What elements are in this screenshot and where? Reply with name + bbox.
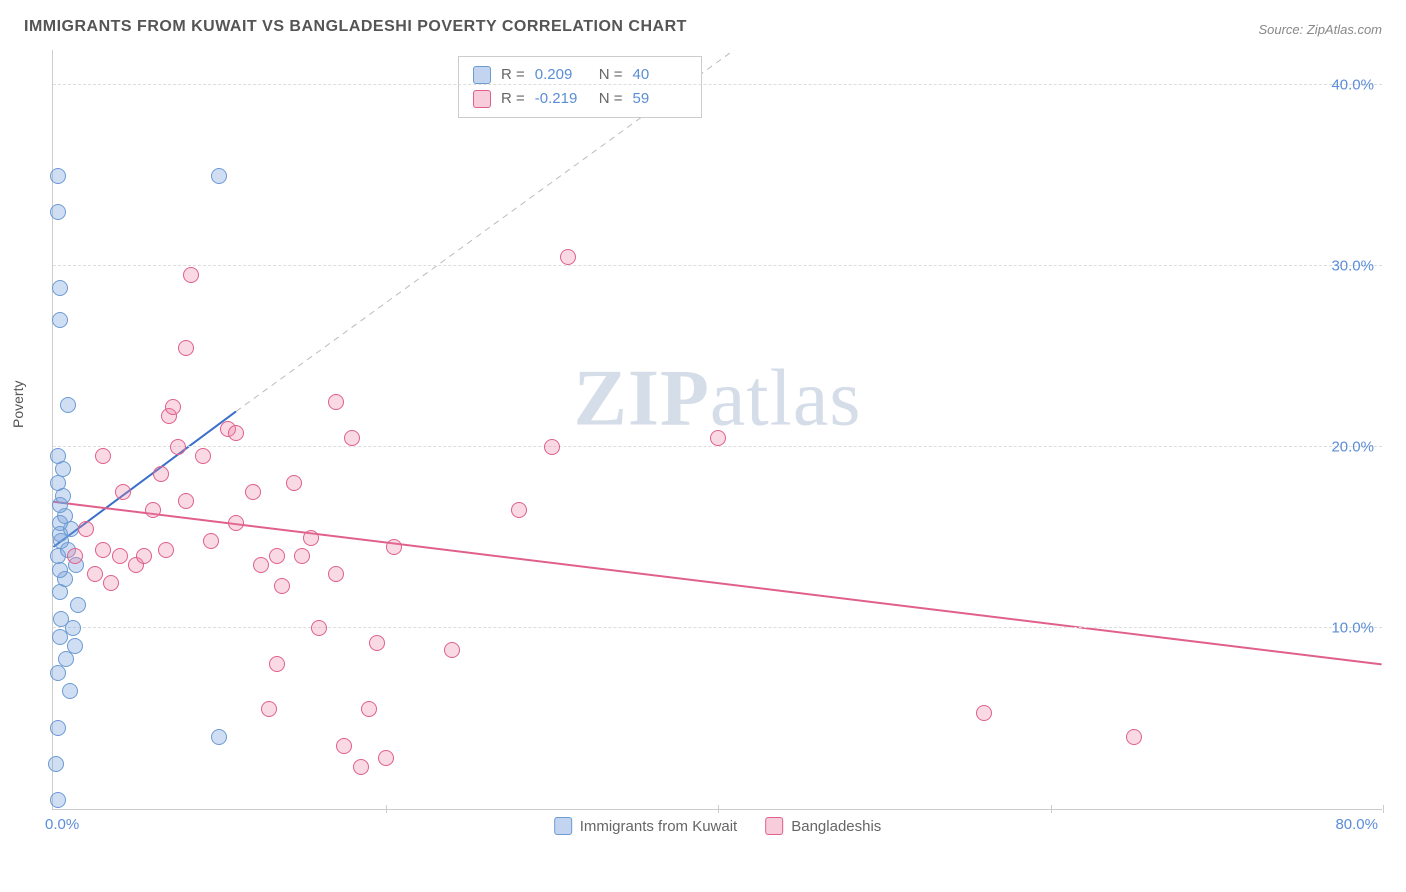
- trend-line: [53, 502, 1381, 665]
- scatter-point-bangladeshi: [303, 530, 319, 546]
- scatter-point-bangladeshi: [311, 620, 327, 636]
- scatter-point-bangladeshi: [511, 502, 527, 518]
- scatter-point-bangladeshi: [253, 557, 269, 573]
- scatter-point-kuwait: [52, 280, 68, 296]
- scatter-point-bangladeshi: [170, 439, 186, 455]
- legend-swatch: [473, 90, 491, 108]
- scatter-point-bangladeshi: [95, 448, 111, 464]
- scatter-point-bangladeshi: [78, 521, 94, 537]
- scatter-point-bangladeshi: [103, 575, 119, 591]
- scatter-point-kuwait: [67, 638, 83, 654]
- scatter-point-bangladeshi: [115, 484, 131, 500]
- scatter-point-kuwait: [211, 729, 227, 745]
- scatter-point-bangladeshi: [274, 578, 290, 594]
- scatter-point-bangladeshi: [369, 635, 385, 651]
- legend-swatch: [554, 817, 572, 835]
- source-credit: Source: ZipAtlas.com: [1258, 22, 1382, 37]
- x-tick-label: 0.0%: [45, 816, 79, 833]
- scatter-point-bangladeshi: [195, 448, 211, 464]
- scatter-point-bangladeshi: [328, 394, 344, 410]
- scatter-point-kuwait: [53, 611, 69, 627]
- scatter-point-kuwait: [60, 397, 76, 413]
- gridline: [53, 84, 1382, 85]
- scatter-point-bangladeshi: [178, 340, 194, 356]
- correlation-legend-row: R = -0.219 N = 59: [473, 87, 687, 111]
- scatter-point-bangladeshi: [386, 539, 402, 555]
- y-tick-label: 10.0%: [1331, 620, 1374, 637]
- scatter-point-bangladeshi: [178, 493, 194, 509]
- scatter-point-bangladeshi: [145, 502, 161, 518]
- scatter-point-kuwait: [50, 168, 66, 184]
- scatter-point-bangladeshi: [136, 548, 152, 564]
- y-tick-label: 40.0%: [1331, 77, 1374, 94]
- correlation-legend: R =0.209N =40R =-0.219N =59: [458, 56, 702, 118]
- scatter-point-bangladeshi: [95, 542, 111, 558]
- scatter-point-kuwait: [52, 562, 68, 578]
- scatter-point-kuwait: [52, 312, 68, 328]
- scatter-point-bangladeshi: [560, 249, 576, 265]
- scatter-point-kuwait: [211, 168, 227, 184]
- legend-label: Immigrants from Kuwait: [580, 818, 738, 835]
- scatter-point-bangladeshi: [444, 642, 460, 658]
- scatter-point-bangladeshi: [228, 515, 244, 531]
- scatter-point-bangladeshi: [328, 566, 344, 582]
- scatter-point-bangladeshi: [710, 430, 726, 446]
- legend-swatch: [473, 66, 491, 84]
- scatter-point-bangladeshi: [286, 475, 302, 491]
- series-legend: Immigrants from Kuwait Bangladeshis: [554, 817, 882, 835]
- scatter-point-bangladeshi: [203, 533, 219, 549]
- scatter-point-bangladeshi: [336, 738, 352, 754]
- scatter-point-kuwait: [48, 756, 64, 772]
- scatter-point-bangladeshi: [112, 548, 128, 564]
- scatter-point-kuwait: [50, 475, 66, 491]
- y-tick-label: 20.0%: [1331, 439, 1374, 456]
- stat-label: R =: [501, 87, 525, 111]
- scatter-point-bangladeshi: [344, 430, 360, 446]
- scatter-point-bangladeshi: [245, 484, 261, 500]
- legend-label: Bangladeshis: [791, 818, 881, 835]
- legend-swatch: [765, 817, 783, 835]
- x-tick: [1051, 805, 1052, 813]
- stat-label: N =: [599, 87, 623, 111]
- x-tick: [718, 805, 719, 813]
- scatter-point-bangladeshi: [361, 701, 377, 717]
- legend-item: Immigrants from Kuwait: [554, 817, 738, 835]
- chart-title: IMMIGRANTS FROM KUWAIT VS BANGLADESHI PO…: [24, 18, 687, 36]
- scatter-point-bangladeshi: [67, 548, 83, 564]
- gridline: [53, 627, 1382, 628]
- scatter-point-bangladeshi: [269, 548, 285, 564]
- legend-item: Bangladeshis: [765, 817, 881, 835]
- scatter-point-bangladeshi: [261, 701, 277, 717]
- scatter-point-kuwait: [50, 204, 66, 220]
- scatter-point-kuwait: [50, 720, 66, 736]
- scatter-point-kuwait: [50, 665, 66, 681]
- x-tick: [1383, 805, 1384, 813]
- scatter-point-bangladeshi: [544, 439, 560, 455]
- scatter-point-bangladeshi: [228, 425, 244, 441]
- scatter-point-bangladeshi: [165, 399, 181, 415]
- gridline: [53, 446, 1382, 447]
- y-tick-label: 30.0%: [1331, 258, 1374, 275]
- scatter-point-bangladeshi: [158, 542, 174, 558]
- scatter-point-bangladeshi: [378, 750, 394, 766]
- scatter-plot: ZIPatlas R =0.209N =40R =-0.219N =59 Imm…: [52, 50, 1382, 810]
- scatter-point-kuwait: [50, 448, 66, 464]
- y-axis-label: Poverty: [10, 381, 26, 428]
- scatter-point-bangladeshi: [183, 267, 199, 283]
- scatter-point-kuwait: [50, 792, 66, 808]
- scatter-point-bangladeshi: [269, 656, 285, 672]
- scatter-point-bangladeshi: [353, 759, 369, 775]
- stat-n-value: 59: [633, 87, 687, 111]
- stat-r-value: -0.219: [535, 87, 589, 111]
- x-tick-label: 80.0%: [1335, 816, 1378, 833]
- scatter-point-bangladeshi: [87, 566, 103, 582]
- scatter-point-bangladeshi: [294, 548, 310, 564]
- gridline: [53, 265, 1382, 266]
- scatter-point-bangladeshi: [976, 705, 992, 721]
- x-tick: [386, 805, 387, 813]
- scatter-point-kuwait: [70, 597, 86, 613]
- scatter-point-bangladeshi: [153, 466, 169, 482]
- scatter-point-bangladeshi: [1126, 729, 1142, 745]
- scatter-point-kuwait: [62, 683, 78, 699]
